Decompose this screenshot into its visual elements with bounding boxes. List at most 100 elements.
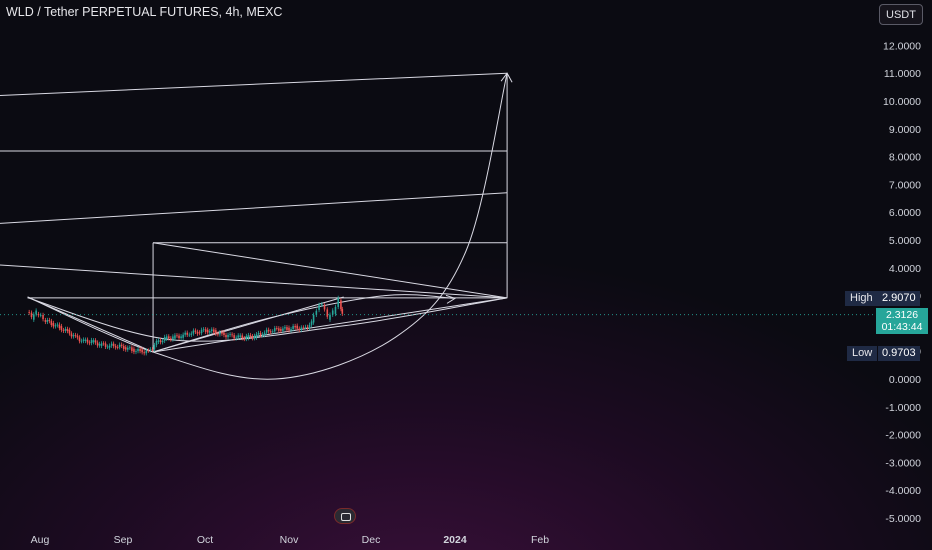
candle-body xyxy=(50,321,53,326)
channel-lower[interactable] xyxy=(152,297,508,353)
candle-body xyxy=(284,327,286,329)
candle-body xyxy=(233,335,235,339)
candle-body xyxy=(310,321,313,325)
candle-body xyxy=(278,328,280,331)
diagonal-down-line[interactable] xyxy=(152,242,508,299)
arrow-on-arc xyxy=(445,294,457,304)
candle-body xyxy=(190,333,193,335)
time-tick-label: Sep xyxy=(114,534,133,546)
candle-body xyxy=(151,349,154,351)
candle-body xyxy=(237,335,239,338)
candle-body xyxy=(153,345,156,350)
candle-body xyxy=(180,336,182,339)
price-tick-label: 6.0000 xyxy=(889,207,921,219)
candle-body xyxy=(219,332,221,335)
candle-body xyxy=(118,344,121,348)
candle-body xyxy=(329,314,331,320)
candle-body xyxy=(265,329,268,333)
candle-body xyxy=(122,345,125,349)
candle-body xyxy=(64,328,67,331)
candle-body xyxy=(135,351,137,352)
candle-body xyxy=(30,312,33,318)
price-tick-label: -2.0000 xyxy=(885,430,921,442)
price-tick-label: -3.0000 xyxy=(885,457,921,469)
candle-body xyxy=(28,312,30,313)
price-tick-label: 7.0000 xyxy=(889,179,921,191)
time-tick-label: Oct xyxy=(197,534,213,546)
candle-body xyxy=(147,350,150,352)
candle-body xyxy=(155,340,158,346)
time-tick-label: Dec xyxy=(362,534,381,546)
candle-body xyxy=(280,328,282,331)
candle-body xyxy=(223,332,225,336)
candle-body xyxy=(204,329,207,332)
candle-body xyxy=(340,300,342,310)
candle-body xyxy=(96,342,99,346)
candle-body xyxy=(302,327,305,329)
candle-body xyxy=(163,336,166,341)
candle-body xyxy=(243,338,246,339)
candle-body xyxy=(315,310,318,315)
candle-body xyxy=(114,346,117,348)
candle-body xyxy=(217,333,219,335)
target-fan-lower[interactable] xyxy=(0,192,508,224)
candle-body xyxy=(102,343,105,345)
candle-body xyxy=(98,343,101,346)
candle-body xyxy=(46,320,49,322)
candle-body xyxy=(88,342,91,344)
candle-body xyxy=(42,314,44,320)
time-tick-label: Feb xyxy=(531,534,549,546)
candle-body xyxy=(56,324,59,326)
candle-body xyxy=(66,328,69,332)
candle-body xyxy=(178,335,180,339)
price-axis[interactable]: 12.0000 11.0000 10.0000 9.0000 8.0000 7.0000 6… xyxy=(883,40,921,525)
candle-body xyxy=(245,336,248,339)
candle-body xyxy=(213,329,215,333)
price-tick-label: 0.0000 xyxy=(889,374,921,386)
projection-line[interactable] xyxy=(0,264,508,299)
candle-body xyxy=(290,329,292,331)
candle-body xyxy=(165,336,168,339)
candle-body xyxy=(321,304,323,305)
downtrend-line[interactable] xyxy=(27,296,154,353)
candle-body xyxy=(326,309,329,317)
candle-body xyxy=(35,310,37,315)
candle-body xyxy=(208,331,211,333)
candle-body xyxy=(312,314,315,323)
time-axis[interactable]: Aug Sep Oct Nov Dec 2024 Feb xyxy=(31,534,550,546)
channel-upper[interactable] xyxy=(152,296,344,353)
candle-body xyxy=(298,328,301,330)
candle-body xyxy=(124,347,127,350)
candle-body xyxy=(261,334,264,336)
candle-body xyxy=(52,323,55,327)
candle-body xyxy=(221,332,223,334)
candle-body xyxy=(273,328,276,332)
candle-body xyxy=(186,332,189,335)
candle-body xyxy=(308,324,311,329)
candle-body xyxy=(259,333,262,336)
candle-body xyxy=(60,326,63,331)
price-tick-label: -1.0000 xyxy=(885,402,921,414)
candle-body xyxy=(33,314,35,320)
current-price-badge: 2.3126 01:43:44 xyxy=(876,308,928,334)
currency-button[interactable]: USDT xyxy=(879,4,923,25)
candle-body xyxy=(198,332,201,334)
parabolic-arc[interactable] xyxy=(27,73,508,380)
high-label: High xyxy=(845,291,878,306)
candle-body xyxy=(116,346,119,348)
candle-body xyxy=(269,331,272,333)
candle-body xyxy=(276,328,278,329)
candle-body xyxy=(231,334,233,336)
candle-body xyxy=(341,309,344,314)
candle-body xyxy=(145,350,148,354)
target-fan-upper[interactable] xyxy=(0,72,508,96)
rounding-arc[interactable] xyxy=(152,294,456,353)
candle-body xyxy=(300,327,303,330)
time-tick-label: Aug xyxy=(31,534,50,546)
candle-body xyxy=(143,352,145,354)
candle-body xyxy=(200,329,203,334)
candle-body xyxy=(39,314,42,316)
candle-body xyxy=(100,343,103,346)
time-tick-label: 2024 xyxy=(443,534,467,546)
